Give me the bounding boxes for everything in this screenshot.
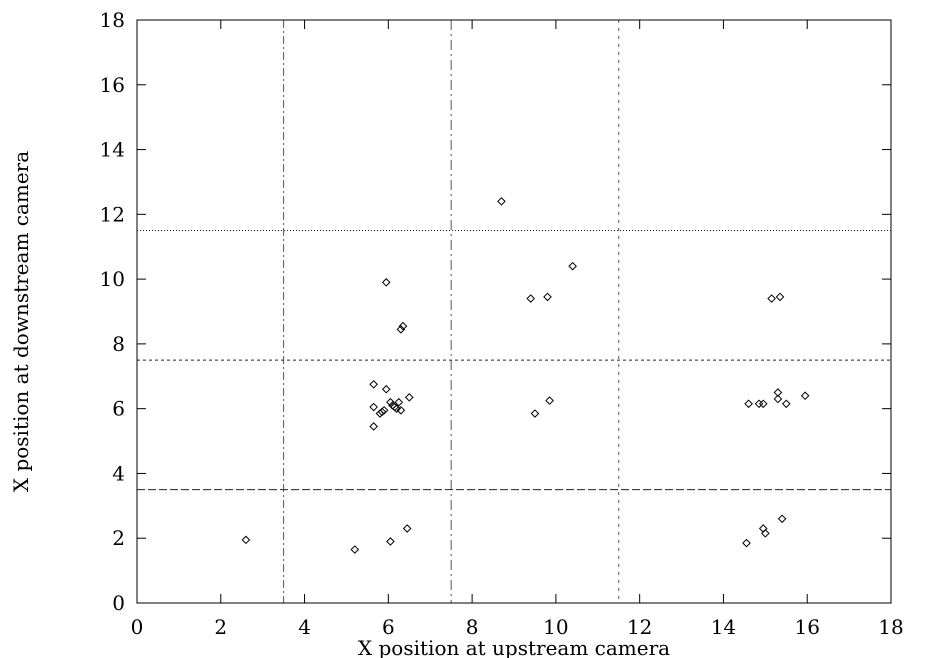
data-point	[758, 524, 768, 533]
data-point	[396, 325, 406, 334]
data-point	[568, 261, 577, 271]
data-point	[800, 391, 810, 401]
data-point	[386, 397, 395, 407]
data-point	[394, 397, 404, 407]
data-point	[369, 402, 378, 412]
data-point	[742, 538, 751, 548]
x-tick-label: 12	[627, 615, 652, 639]
x-tick-label: 2	[214, 615, 227, 639]
x-tick-label: 4	[298, 615, 311, 639]
quadrant-lines	[137, 20, 891, 603]
x-tick-label: 18	[878, 615, 903, 639]
data-point	[497, 197, 506, 206]
y-tick-label: 8	[112, 332, 125, 356]
data-point	[777, 514, 787, 524]
data-point	[773, 388, 783, 397]
data-point	[773, 394, 783, 404]
data-point	[379, 405, 389, 415]
x-tick-label: 16	[794, 615, 819, 639]
data-point	[775, 292, 785, 302]
x-tick-label: 0	[131, 615, 144, 639]
y-tick-label: 6	[112, 397, 125, 421]
x-axis-label: X position at upstream camera	[358, 636, 670, 658]
y-tick-label: 4	[112, 461, 125, 485]
data-point	[398, 321, 408, 331]
data-points	[241, 197, 810, 554]
y-tick-label: 10	[100, 267, 125, 291]
data-point	[369, 380, 378, 389]
y-tick-label: 2	[112, 526, 125, 550]
x-tick-label: 10	[543, 615, 568, 639]
data-point	[350, 545, 360, 554]
data-point	[744, 399, 753, 409]
y-axis-label: X position at downstream camera	[9, 151, 33, 492]
y-tick-label: 12	[100, 202, 125, 226]
data-point	[543, 292, 552, 302]
data-point	[530, 409, 540, 418]
data-point	[761, 529, 770, 538]
data-point	[404, 393, 414, 402]
data-point	[381, 384, 391, 394]
data-point	[377, 407, 387, 417]
x-tick-label: 6	[382, 615, 395, 639]
data-point	[241, 535, 251, 545]
x-tick-label: 8	[466, 615, 479, 639]
data-point	[369, 422, 378, 431]
y-tick-label: 18	[100, 8, 125, 32]
data-point	[381, 278, 391, 287]
data-point	[526, 294, 536, 303]
data-point	[767, 294, 776, 303]
data-point	[545, 396, 554, 405]
data-point	[396, 405, 406, 415]
data-point	[392, 404, 402, 413]
axis-ticks: 0 2 4 6 8 10 12 14 16 18 0 2 4 6 8 10 12 14 16 18	[100, 8, 904, 639]
y-tick-label: 16	[100, 73, 125, 97]
data-point	[781, 399, 791, 409]
y-tick-label: 14	[100, 138, 125, 162]
y-tick-label: 0	[112, 591, 125, 615]
data-point	[386, 537, 395, 546]
data-point	[758, 399, 768, 409]
plot-frame	[136, 19, 892, 604]
x-tick-label: 14	[711, 615, 736, 639]
data-point	[402, 524, 412, 533]
